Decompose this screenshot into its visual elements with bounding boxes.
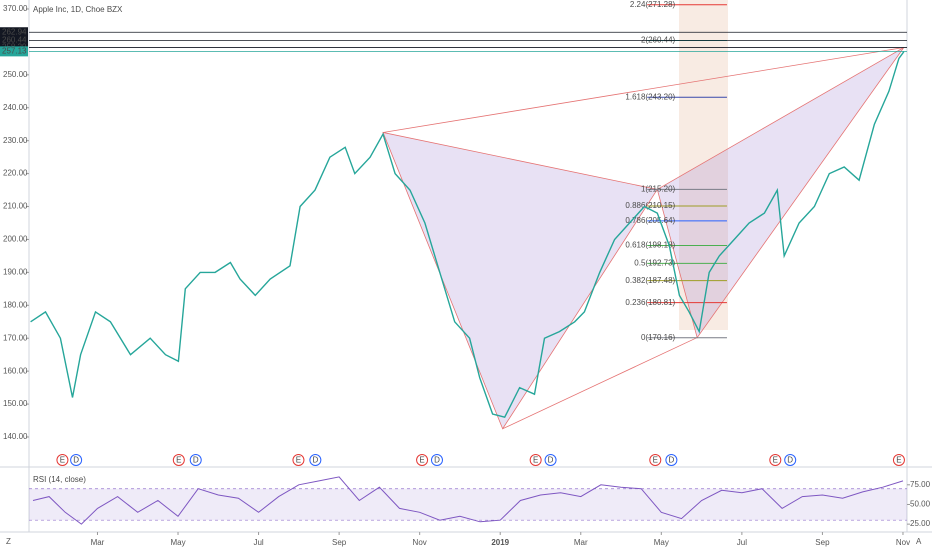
event-label: E (419, 456, 424, 465)
event-label: D (73, 456, 79, 465)
y-tick-label: 140.00 (3, 432, 28, 441)
event-marker (529, 454, 542, 466)
event-marker (56, 454, 69, 466)
rsi-tick-label: 25.00 (910, 519, 931, 528)
corner-button[interactable]: Z (6, 537, 11, 546)
y-tick-label: 210.00 (3, 202, 28, 211)
rsi-line (32, 476, 904, 525)
y-tick-label: 220.00 (3, 169, 28, 178)
y-tick-label: 370.00 (3, 4, 28, 13)
event-label: E (60, 456, 65, 465)
fib-label: 2.24(271.28) (630, 0, 676, 9)
x-tick-label: Nov (896, 538, 910, 547)
fib-label: 1.618(243.20) (625, 92, 675, 101)
fib-label: 1(215.20) (641, 185, 676, 194)
y-tick-label: 180.00 (3, 300, 28, 309)
y-tick-label: 230.00 (3, 136, 28, 145)
event-marker (70, 454, 83, 466)
event-marker (665, 454, 678, 466)
y-tick-label: 240.00 (3, 103, 28, 112)
y-tick-label: 190.00 (3, 267, 28, 276)
event-label: D (548, 456, 554, 465)
chart-title: Apple Inc, 1D, Choe BZX (33, 5, 123, 14)
price-line-series (30, 51, 905, 419)
event-marker (189, 454, 202, 466)
event-marker (309, 454, 322, 466)
event-label: D (193, 456, 199, 465)
x-tick-label: May (170, 538, 185, 547)
y-tick-label: 200.00 (3, 235, 28, 244)
x-tick-label: Jul (737, 538, 747, 547)
price-tag-label: 260.44 (2, 36, 27, 45)
rsi-tick-label: 75.00 (910, 480, 931, 489)
event-marker (172, 454, 185, 466)
fib-label: 0.5(192.73) (634, 259, 675, 268)
y-tick-label: 170.00 (3, 333, 28, 342)
x-tick-label: Mar (91, 538, 105, 547)
price-tag-label: 257.13 (2, 46, 27, 55)
event-label: E (533, 456, 538, 465)
event-label: E (176, 456, 181, 465)
y-tick-label: 160.00 (3, 366, 28, 375)
pattern-line (502, 337, 698, 430)
rsi-band (29, 488, 907, 521)
event-marker (430, 454, 443, 466)
pattern-line (382, 47, 904, 133)
event-label: E (896, 456, 901, 465)
event-marker (544, 454, 557, 466)
x-tick-label: Mar (574, 538, 588, 547)
event-marker (649, 454, 662, 466)
event-label: D (312, 456, 318, 465)
event-marker (416, 454, 429, 466)
event-label: E (296, 456, 301, 465)
x-tick-label: 2019 (491, 538, 509, 547)
event-marker (892, 454, 905, 466)
fib-label: 0.786(205.64) (625, 216, 675, 225)
event-label: D (434, 456, 440, 465)
fib-label: 0(170.16) (641, 333, 676, 342)
price-tag (0, 46, 28, 57)
event-marker (784, 454, 797, 466)
price-tag-label: 262.94 (2, 27, 27, 36)
event-label: D (668, 456, 674, 465)
x-tick-label: May (654, 538, 669, 547)
rsi-title: RSI (14, close) (33, 475, 86, 484)
event-label: E (773, 456, 778, 465)
event-marker (769, 454, 782, 466)
y-tick-label: 150.00 (3, 399, 28, 408)
fib-label: 0.618(198.18) (625, 241, 675, 250)
price-tag (0, 27, 28, 38)
price-tag (0, 35, 28, 46)
fib-label: 0.382(187.48) (625, 276, 675, 285)
event-label: E (653, 456, 658, 465)
rsi-tick-label: 50.00 (910, 500, 931, 509)
event-label: D (787, 456, 793, 465)
x-tick-label: Jul (253, 538, 263, 547)
x-tick-label: Nov (413, 538, 427, 547)
event-marker (292, 454, 305, 466)
fib-label: 0.236(180.81) (625, 298, 675, 307)
fib-label: 0.886(210.15) (625, 201, 675, 210)
y-tick-label: 250.00 (3, 70, 28, 79)
x-tick-label: Sep (815, 538, 830, 547)
position-box (679, 0, 728, 330)
corner-button[interactable]: A (916, 537, 922, 546)
x-tick-label: Sep (332, 538, 347, 547)
